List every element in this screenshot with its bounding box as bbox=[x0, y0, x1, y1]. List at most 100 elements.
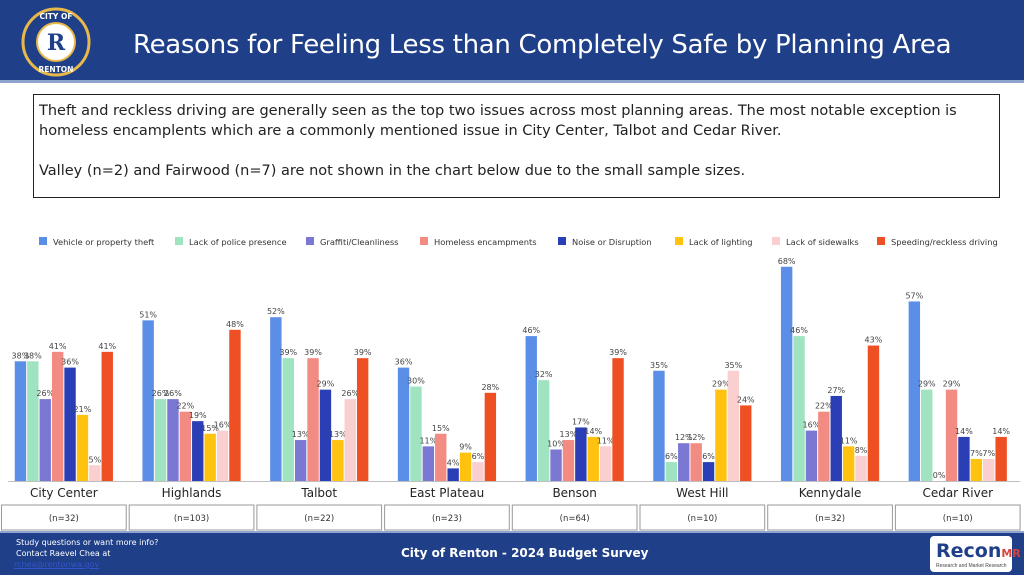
data-label: 35% bbox=[650, 361, 668, 370]
data-label: 13% bbox=[329, 430, 347, 439]
category-label: Talbot bbox=[300, 486, 337, 500]
bar bbox=[410, 386, 422, 481]
data-label: 13% bbox=[560, 430, 578, 439]
category-label: East Plateau bbox=[410, 486, 485, 500]
legend-swatch-5 bbox=[675, 237, 683, 245]
legend-swatch-2 bbox=[306, 237, 314, 245]
data-label: 14% bbox=[992, 427, 1010, 436]
bar bbox=[142, 320, 154, 481]
page-title: Reasons for Feeling Less than Completely… bbox=[133, 30, 952, 60]
legend-label-6: Lack of sidewalks bbox=[786, 237, 859, 247]
data-label: 7% bbox=[982, 449, 995, 458]
bar bbox=[715, 389, 727, 481]
recon-tagline: Research and Market Research bbox=[936, 563, 1007, 569]
data-label: 41% bbox=[98, 342, 116, 351]
bar bbox=[89, 465, 101, 481]
bar bbox=[167, 399, 179, 481]
bar bbox=[970, 458, 983, 481]
data-label: 26% bbox=[164, 389, 182, 398]
data-label: 17% bbox=[572, 417, 590, 426]
legend-swatch-6 bbox=[772, 237, 780, 245]
legend-label-3: Homeless encampments bbox=[434, 237, 537, 247]
data-label: 5% bbox=[88, 455, 101, 464]
data-label: 51% bbox=[139, 310, 157, 319]
bar bbox=[842, 446, 855, 481]
legend-swatch-4 bbox=[558, 237, 566, 245]
recon-logo: ReconMR Research and Market Research bbox=[930, 536, 1021, 572]
bar bbox=[447, 468, 459, 481]
logo-letter: R bbox=[47, 30, 66, 56]
bar bbox=[51, 351, 64, 481]
category-label: Benson bbox=[552, 486, 596, 500]
legend-label-7: Speeding/reckless driving bbox=[891, 237, 998, 247]
data-label: 11% bbox=[840, 436, 858, 445]
bar bbox=[793, 336, 805, 481]
logo-bottom-text: RENTON bbox=[39, 65, 74, 74]
bar bbox=[702, 462, 715, 481]
data-label: 12% bbox=[687, 433, 705, 442]
data-label: 36% bbox=[61, 358, 79, 367]
sample-size-label: (n=10) bbox=[943, 514, 973, 524]
sample-size-label: (n=22) bbox=[304, 514, 334, 524]
bar bbox=[14, 361, 27, 481]
contact-email-link[interactable]: rchea@rentonwa.gov bbox=[14, 560, 100, 569]
data-label: 4% bbox=[447, 458, 460, 467]
header-bar bbox=[0, 0, 1024, 80]
bar bbox=[39, 399, 51, 481]
legend-label-4: Noise or Disruption bbox=[572, 237, 652, 247]
bar bbox=[537, 380, 550, 481]
legend-label-0: Vehicle or property theft bbox=[53, 237, 155, 247]
data-label: 6% bbox=[472, 452, 485, 461]
sample-size-cell bbox=[128, 504, 255, 531]
data-label: 24% bbox=[737, 395, 755, 404]
data-label: 29% bbox=[317, 380, 335, 389]
bar bbox=[307, 358, 319, 481]
bar bbox=[154, 399, 167, 481]
data-label: 68% bbox=[778, 257, 796, 266]
bar bbox=[855, 455, 867, 481]
summary-note: Theft and reckless driving are generally… bbox=[33, 94, 1000, 198]
bar bbox=[204, 433, 216, 481]
data-label: 22% bbox=[176, 402, 194, 411]
bar bbox=[995, 436, 1007, 481]
data-label: 8% bbox=[855, 446, 868, 455]
sample-size-label: (n=103) bbox=[174, 514, 209, 524]
sample-size-cell bbox=[639, 504, 766, 531]
bar bbox=[575, 427, 587, 481]
data-label: 14% bbox=[955, 427, 973, 436]
bar bbox=[830, 395, 842, 481]
category-label: Highlands bbox=[162, 486, 222, 500]
data-label: 29% bbox=[943, 380, 961, 389]
legend-swatch-7 bbox=[877, 237, 885, 245]
bar bbox=[356, 358, 369, 481]
bar bbox=[270, 317, 282, 481]
data-label: 0% bbox=[933, 471, 946, 480]
bar bbox=[525, 336, 537, 481]
data-label: 39% bbox=[279, 348, 297, 357]
data-label: 38% bbox=[12, 351, 30, 360]
data-label: 16% bbox=[803, 421, 821, 430]
data-label: 26% bbox=[152, 389, 170, 398]
bar bbox=[422, 446, 435, 481]
data-label: 11% bbox=[419, 436, 437, 445]
data-label: 35% bbox=[724, 361, 742, 370]
data-label: 15% bbox=[201, 424, 219, 433]
bar bbox=[780, 266, 793, 481]
bar bbox=[282, 358, 294, 481]
bar bbox=[459, 452, 472, 481]
bar bbox=[690, 443, 702, 481]
data-label: 7% bbox=[970, 449, 983, 458]
data-label: 46% bbox=[522, 326, 540, 335]
data-label: 26% bbox=[341, 389, 359, 398]
legend-label-2: Graffiti/Cleanliness bbox=[320, 237, 398, 247]
data-label: 39% bbox=[609, 348, 627, 357]
legend-swatch-0 bbox=[39, 237, 47, 245]
bar bbox=[727, 370, 740, 481]
data-label: 52% bbox=[267, 307, 285, 316]
data-label: 43% bbox=[865, 336, 883, 345]
data-label: 19% bbox=[189, 411, 207, 420]
bar bbox=[229, 329, 241, 481]
data-label: 46% bbox=[790, 326, 808, 335]
footer-bar bbox=[0, 533, 1024, 575]
bar bbox=[678, 443, 690, 481]
